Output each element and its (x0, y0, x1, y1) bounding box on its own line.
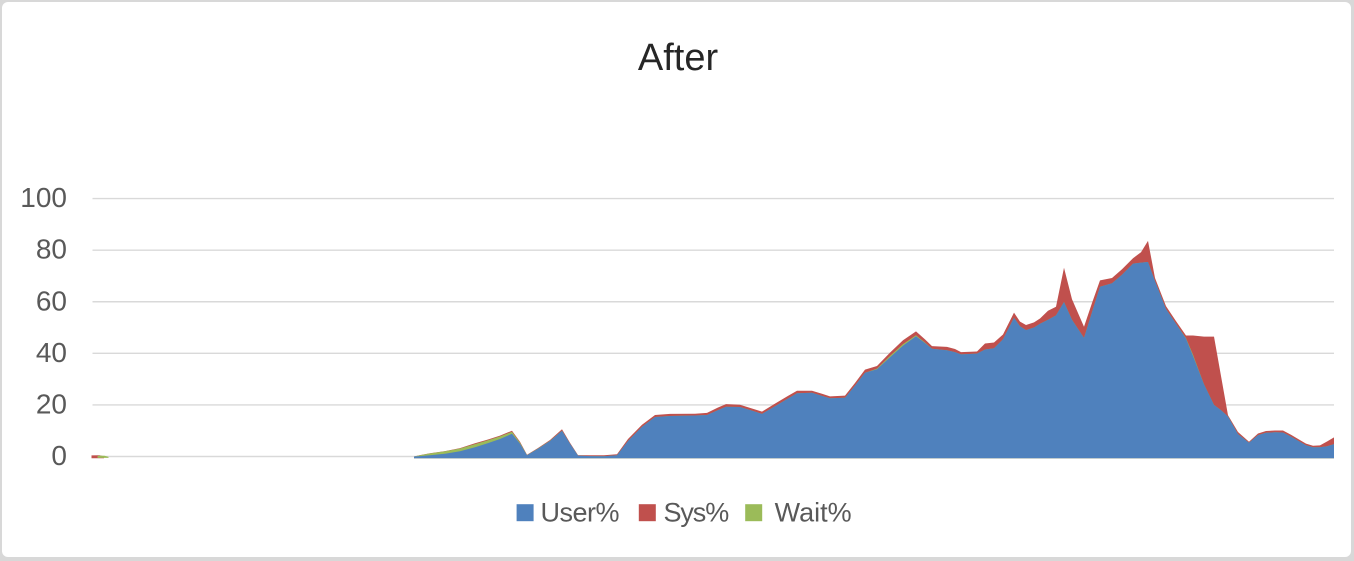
svg-text:Wait%: Wait% (775, 498, 852, 528)
svg-text:100: 100 (20, 182, 67, 213)
svg-text:0: 0 (51, 440, 67, 471)
svg-text:User%: User% (541, 498, 620, 528)
svg-text:40: 40 (36, 337, 67, 368)
svg-text:Sys%: Sys% (664, 498, 730, 528)
svg-text:80: 80 (36, 234, 67, 265)
svg-text:After: After (638, 37, 719, 79)
svg-text:60: 60 (36, 285, 67, 316)
svg-text:20: 20 (36, 388, 67, 419)
